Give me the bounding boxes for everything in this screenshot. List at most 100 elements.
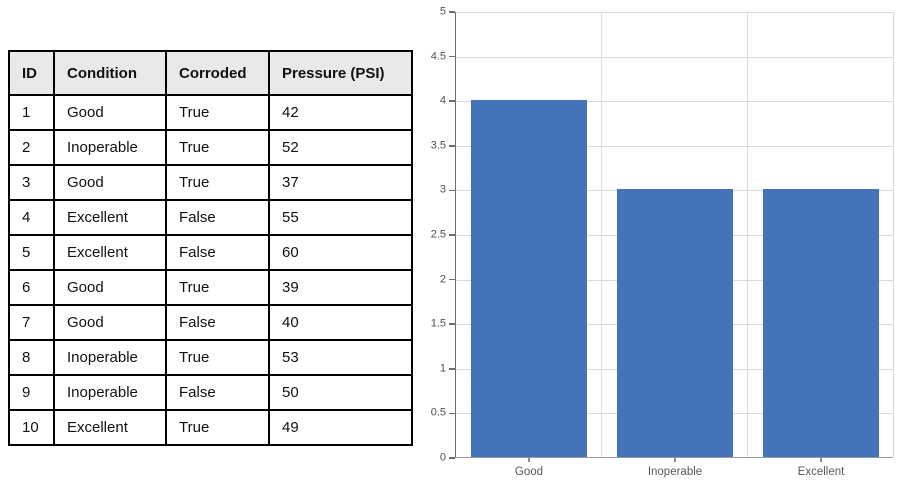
table-row: 2 Inoperable True 52 bbox=[8, 129, 413, 166]
y-axis-tick bbox=[448, 457, 455, 459]
table-cell: 52 bbox=[268, 129, 413, 166]
table-body: 1 Good True 42 2 Inoperable True 52 3 Good True 37 4… bbox=[8, 94, 413, 446]
table-row: 8 Inoperable True 53 bbox=[8, 339, 413, 376]
table-cell: Excellent bbox=[53, 234, 167, 271]
pipe-data-table-container: ID Condition Corroded Pressure (PSI) 1 Go… bbox=[8, 50, 413, 446]
table-cell: Inoperable bbox=[53, 129, 167, 166]
table-cell: 3 bbox=[8, 164, 55, 201]
y-tick-label: 2 bbox=[439, 273, 446, 286]
y-axis-tick bbox=[448, 189, 455, 192]
y-gridline bbox=[456, 145, 893, 147]
y-gridline bbox=[456, 101, 893, 103]
y-tick-label: 1 bbox=[439, 362, 446, 375]
table-header-row: ID Condition Corroded Pressure (PSI) bbox=[8, 50, 413, 96]
y-gridline bbox=[456, 12, 893, 13]
header-pressure: Pressure (PSI) bbox=[268, 50, 413, 96]
table-cell: Inoperable bbox=[53, 374, 167, 411]
x-axis-label: Inoperable bbox=[647, 466, 703, 478]
table-cell: True bbox=[165, 269, 270, 306]
y-tick-label: 3.5 bbox=[430, 139, 446, 152]
table-cell: Excellent bbox=[53, 409, 167, 446]
x-axis-tick bbox=[528, 457, 530, 462]
y-axis-tick bbox=[448, 100, 455, 102]
bar-good bbox=[470, 100, 588, 457]
y-tick-label: 0 bbox=[439, 451, 446, 464]
x-gridline bbox=[601, 12, 602, 457]
table-cell: False bbox=[165, 234, 270, 271]
table-cell: 8 bbox=[8, 339, 55, 376]
table-cell: True bbox=[165, 339, 270, 376]
table-row: 5 Excellent False 60 bbox=[8, 234, 413, 271]
y-axis-tick bbox=[448, 323, 455, 325]
y-tick-label: 2.5 bbox=[430, 228, 446, 241]
table-cell: True bbox=[165, 94, 270, 131]
table-cell: True bbox=[165, 164, 270, 201]
table-row: 6 Good True 39 bbox=[8, 269, 413, 306]
x-gridline bbox=[747, 12, 748, 457]
table-cell: 40 bbox=[268, 304, 413, 341]
table-cell: 7 bbox=[8, 304, 55, 341]
y-tick-label: 4.5 bbox=[430, 50, 446, 63]
y-axis-tick bbox=[448, 412, 455, 415]
table-cell: 2 bbox=[8, 129, 55, 166]
table-cell: 60 bbox=[268, 234, 413, 271]
table-cell: 4 bbox=[8, 199, 55, 236]
y-axis-tick bbox=[448, 234, 455, 236]
condition-count-bar-chart: 0 0.5 1 1.5 2 2.5 3 3.5 4 4.5 5 Good Inoperable Excel… bbox=[430, 0, 904, 487]
table-cell: Good bbox=[53, 269, 167, 306]
x-gridline bbox=[893, 12, 894, 457]
table-cell: 49 bbox=[268, 409, 413, 446]
table-cell: 53 bbox=[268, 339, 413, 376]
y-axis-tick bbox=[448, 11, 455, 13]
x-axis-label: Excellent bbox=[797, 466, 845, 478]
table-cell: Inoperable bbox=[53, 339, 167, 376]
table-cell: Good bbox=[53, 304, 167, 341]
y-tick-label: 4 bbox=[439, 94, 446, 107]
table-cell: Good bbox=[53, 94, 167, 131]
y-axis-tick bbox=[448, 145, 455, 147]
x-axis-tick bbox=[820, 457, 822, 462]
header-id: ID bbox=[8, 50, 55, 96]
table-row: 7 Good False 40 bbox=[8, 304, 413, 341]
y-tick-label: 0.5 bbox=[430, 406, 446, 419]
table-cell: 39 bbox=[268, 269, 413, 306]
table-cell: 37 bbox=[268, 164, 413, 201]
table-cell: True bbox=[165, 409, 270, 446]
table-cell: 9 bbox=[8, 374, 55, 411]
y-axis-tick bbox=[448, 278, 455, 281]
y-gridline bbox=[456, 56, 893, 58]
table-cell: True bbox=[165, 129, 270, 166]
table-cell: 6 bbox=[8, 269, 55, 306]
table-cell: False bbox=[165, 199, 270, 236]
header-condition: Condition bbox=[53, 50, 167, 96]
table-row: 10 Excellent True 49 bbox=[8, 409, 413, 446]
table-row: 1 Good True 42 bbox=[8, 94, 413, 131]
table-row: 4 Excellent False 55 bbox=[8, 199, 413, 236]
bar-inoperable bbox=[616, 189, 734, 457]
table-cell: 42 bbox=[268, 94, 413, 131]
y-axis-tick bbox=[448, 368, 455, 370]
y-tick-label: 1.5 bbox=[430, 317, 446, 330]
table-cell: 50 bbox=[268, 374, 413, 411]
y-tick-label: 5 bbox=[439, 5, 446, 18]
table-cell: 1 bbox=[8, 94, 55, 131]
x-axis-tick bbox=[674, 457, 676, 462]
y-tick-label: 3 bbox=[439, 183, 446, 196]
header-corroded: Corroded bbox=[165, 50, 270, 96]
table-header: ID Condition Corroded Pressure (PSI) bbox=[8, 50, 413, 96]
bar-excellent bbox=[762, 189, 880, 457]
pipe-data-table: ID Condition Corroded Pressure (PSI) 1 Go… bbox=[8, 50, 413, 446]
table-cell: 55 bbox=[268, 199, 413, 236]
x-axis-label: Good bbox=[514, 466, 544, 478]
y-axis-tick bbox=[448, 55, 455, 58]
table-cell: False bbox=[165, 374, 270, 411]
table-cell: Good bbox=[53, 164, 167, 201]
table-cell: False bbox=[165, 304, 270, 341]
table-cell: Excellent bbox=[53, 199, 167, 236]
table-row: 9 Inoperable False 50 bbox=[8, 374, 413, 411]
table-row: 3 Good True 37 bbox=[8, 164, 413, 201]
table-cell: 10 bbox=[8, 409, 55, 446]
chart-plot-area: 0 0.5 1 1.5 2 2.5 3 3.5 4 4.5 5 Good Inoperable Excel… bbox=[431, 6, 894, 478]
table-cell: 5 bbox=[8, 234, 55, 271]
